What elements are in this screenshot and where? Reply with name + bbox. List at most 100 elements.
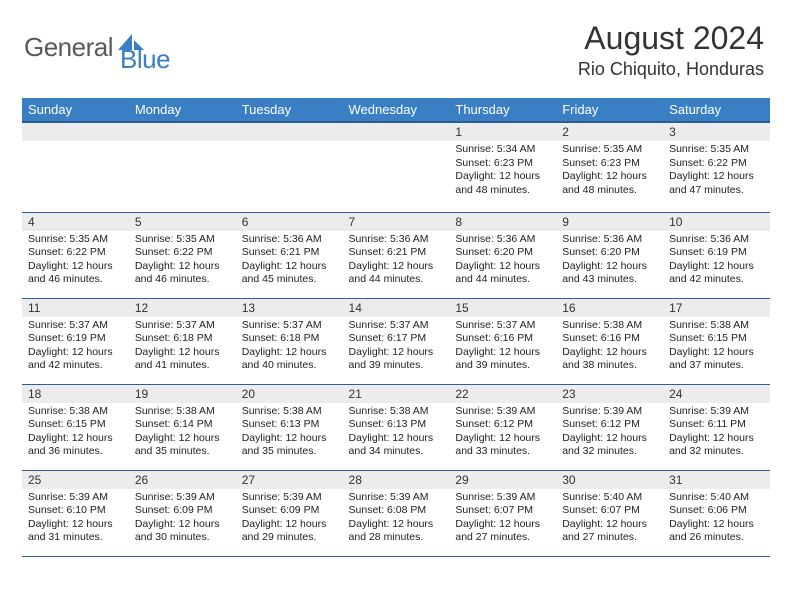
day-number: 31: [663, 471, 770, 489]
day-detail: Sunrise: 5:39 AMSunset: 6:10 PMDaylight:…: [22, 489, 129, 550]
day-detail: Sunrise: 5:40 AMSunset: 6:06 PMDaylight:…: [663, 489, 770, 550]
calendar-cell: 23Sunrise: 5:39 AMSunset: 6:12 PMDayligh…: [556, 384, 663, 470]
calendar-cell: 30Sunrise: 5:40 AMSunset: 6:07 PMDayligh…: [556, 470, 663, 556]
brand-blue: Blue: [120, 44, 170, 75]
weekday-header: Saturday: [663, 98, 770, 122]
day-number: 8: [449, 213, 556, 231]
day-number: 20: [236, 385, 343, 403]
day-number: 19: [129, 385, 236, 403]
day-detail: Sunrise: 5:39 AMSunset: 6:12 PMDaylight:…: [449, 403, 556, 464]
calendar-cell: 29Sunrise: 5:39 AMSunset: 6:07 PMDayligh…: [449, 470, 556, 556]
day-detail: Sunrise: 5:35 AMSunset: 6:22 PMDaylight:…: [129, 231, 236, 292]
calendar-cell: 16Sunrise: 5:38 AMSunset: 6:16 PMDayligh…: [556, 298, 663, 384]
day-number: 4: [22, 213, 129, 231]
day-number: [129, 123, 236, 141]
day-detail: Sunrise: 5:39 AMSunset: 6:09 PMDaylight:…: [129, 489, 236, 550]
day-number: 28: [343, 471, 450, 489]
calendar-cell: 24Sunrise: 5:39 AMSunset: 6:11 PMDayligh…: [663, 384, 770, 470]
calendar-cell: [236, 122, 343, 212]
day-detail: Sunrise: 5:37 AMSunset: 6:18 PMDaylight:…: [236, 317, 343, 378]
calendar-row: 1Sunrise: 5:34 AMSunset: 6:23 PMDaylight…: [22, 122, 770, 212]
day-number: 5: [129, 213, 236, 231]
day-detail: Sunrise: 5:35 AMSunset: 6:23 PMDaylight:…: [556, 141, 663, 202]
calendar-cell: 15Sunrise: 5:37 AMSunset: 6:16 PMDayligh…: [449, 298, 556, 384]
calendar-cell: [343, 122, 450, 212]
day-number: 11: [22, 299, 129, 317]
calendar-cell: 19Sunrise: 5:38 AMSunset: 6:14 PMDayligh…: [129, 384, 236, 470]
day-number: 14: [343, 299, 450, 317]
day-detail: Sunrise: 5:39 AMSunset: 6:08 PMDaylight:…: [343, 489, 450, 550]
calendar-cell: 12Sunrise: 5:37 AMSunset: 6:18 PMDayligh…: [129, 298, 236, 384]
day-number: 17: [663, 299, 770, 317]
day-detail: Sunrise: 5:38 AMSunset: 6:15 PMDaylight:…: [22, 403, 129, 464]
day-number: 23: [556, 385, 663, 403]
calendar-table: SundayMondayTuesdayWednesdayThursdayFrid…: [22, 98, 770, 557]
calendar-head: SundayMondayTuesdayWednesdayThursdayFrid…: [22, 98, 770, 122]
day-detail: Sunrise: 5:39 AMSunset: 6:09 PMDaylight:…: [236, 489, 343, 550]
day-number: 16: [556, 299, 663, 317]
calendar-cell: 4Sunrise: 5:35 AMSunset: 6:22 PMDaylight…: [22, 212, 129, 298]
day-detail: Sunrise: 5:38 AMSunset: 6:13 PMDaylight:…: [343, 403, 450, 464]
day-detail: Sunrise: 5:35 AMSunset: 6:22 PMDaylight:…: [663, 141, 770, 202]
day-number: 9: [556, 213, 663, 231]
day-number: 13: [236, 299, 343, 317]
weekday-header: Sunday: [22, 98, 129, 122]
calendar-cell: 28Sunrise: 5:39 AMSunset: 6:08 PMDayligh…: [343, 470, 450, 556]
day-number: 30: [556, 471, 663, 489]
weekday-header: Monday: [129, 98, 236, 122]
day-number: 10: [663, 213, 770, 231]
day-detail: Sunrise: 5:35 AMSunset: 6:22 PMDaylight:…: [22, 231, 129, 292]
location: Rio Chiquito, Honduras: [578, 59, 764, 80]
day-detail: Sunrise: 5:36 AMSunset: 6:19 PMDaylight:…: [663, 231, 770, 292]
day-number: [236, 123, 343, 141]
calendar-cell: 20Sunrise: 5:38 AMSunset: 6:13 PMDayligh…: [236, 384, 343, 470]
day-detail: Sunrise: 5:34 AMSunset: 6:23 PMDaylight:…: [449, 141, 556, 202]
calendar-body: 1Sunrise: 5:34 AMSunset: 6:23 PMDaylight…: [22, 122, 770, 556]
day-detail: Sunrise: 5:40 AMSunset: 6:07 PMDaylight:…: [556, 489, 663, 550]
calendar-cell: 17Sunrise: 5:38 AMSunset: 6:15 PMDayligh…: [663, 298, 770, 384]
calendar-cell: 14Sunrise: 5:37 AMSunset: 6:17 PMDayligh…: [343, 298, 450, 384]
weekday-header: Thursday: [449, 98, 556, 122]
calendar-cell: 6Sunrise: 5:36 AMSunset: 6:21 PMDaylight…: [236, 212, 343, 298]
day-number: [22, 123, 129, 141]
calendar-row: 25Sunrise: 5:39 AMSunset: 6:10 PMDayligh…: [22, 470, 770, 556]
calendar-cell: [129, 122, 236, 212]
day-number: 12: [129, 299, 236, 317]
day-number: [343, 123, 450, 141]
calendar-cell: 18Sunrise: 5:38 AMSunset: 6:15 PMDayligh…: [22, 384, 129, 470]
weekday-header: Wednesday: [343, 98, 450, 122]
day-detail: Sunrise: 5:36 AMSunset: 6:20 PMDaylight:…: [556, 231, 663, 292]
day-detail: Sunrise: 5:37 AMSunset: 6:16 PMDaylight:…: [449, 317, 556, 378]
day-number: 18: [22, 385, 129, 403]
calendar-row: 11Sunrise: 5:37 AMSunset: 6:19 PMDayligh…: [22, 298, 770, 384]
day-detail: Sunrise: 5:38 AMSunset: 6:14 PMDaylight:…: [129, 403, 236, 464]
calendar-cell: 27Sunrise: 5:39 AMSunset: 6:09 PMDayligh…: [236, 470, 343, 556]
brand-logo: General Blue: [24, 20, 170, 75]
day-number: 25: [22, 471, 129, 489]
day-detail: Sunrise: 5:38 AMSunset: 6:13 PMDaylight:…: [236, 403, 343, 464]
day-detail: Sunrise: 5:36 AMSunset: 6:20 PMDaylight:…: [449, 231, 556, 292]
day-number: 26: [129, 471, 236, 489]
day-detail: Sunrise: 5:39 AMSunset: 6:11 PMDaylight:…: [663, 403, 770, 464]
header: General Blue August 2024 Rio Chiquito, H…: [0, 0, 792, 88]
brand-general: General: [24, 32, 113, 63]
day-number: 22: [449, 385, 556, 403]
day-detail: Sunrise: 5:36 AMSunset: 6:21 PMDaylight:…: [236, 231, 343, 292]
calendar-cell: 13Sunrise: 5:37 AMSunset: 6:18 PMDayligh…: [236, 298, 343, 384]
calendar-row: 18Sunrise: 5:38 AMSunset: 6:15 PMDayligh…: [22, 384, 770, 470]
calendar-cell: 9Sunrise: 5:36 AMSunset: 6:20 PMDaylight…: [556, 212, 663, 298]
calendar-cell: 1Sunrise: 5:34 AMSunset: 6:23 PMDaylight…: [449, 122, 556, 212]
calendar-cell: 8Sunrise: 5:36 AMSunset: 6:20 PMDaylight…: [449, 212, 556, 298]
day-detail: Sunrise: 5:38 AMSunset: 6:15 PMDaylight:…: [663, 317, 770, 378]
day-detail: Sunrise: 5:39 AMSunset: 6:07 PMDaylight:…: [449, 489, 556, 550]
day-number: 29: [449, 471, 556, 489]
calendar-cell: 21Sunrise: 5:38 AMSunset: 6:13 PMDayligh…: [343, 384, 450, 470]
day-detail: Sunrise: 5:36 AMSunset: 6:21 PMDaylight:…: [343, 231, 450, 292]
day-detail: Sunrise: 5:37 AMSunset: 6:19 PMDaylight:…: [22, 317, 129, 378]
day-number: 21: [343, 385, 450, 403]
calendar-cell: 2Sunrise: 5:35 AMSunset: 6:23 PMDaylight…: [556, 122, 663, 212]
calendar-cell: 3Sunrise: 5:35 AMSunset: 6:22 PMDaylight…: [663, 122, 770, 212]
calendar-cell: [22, 122, 129, 212]
day-number: 2: [556, 123, 663, 141]
weekday-header: Friday: [556, 98, 663, 122]
